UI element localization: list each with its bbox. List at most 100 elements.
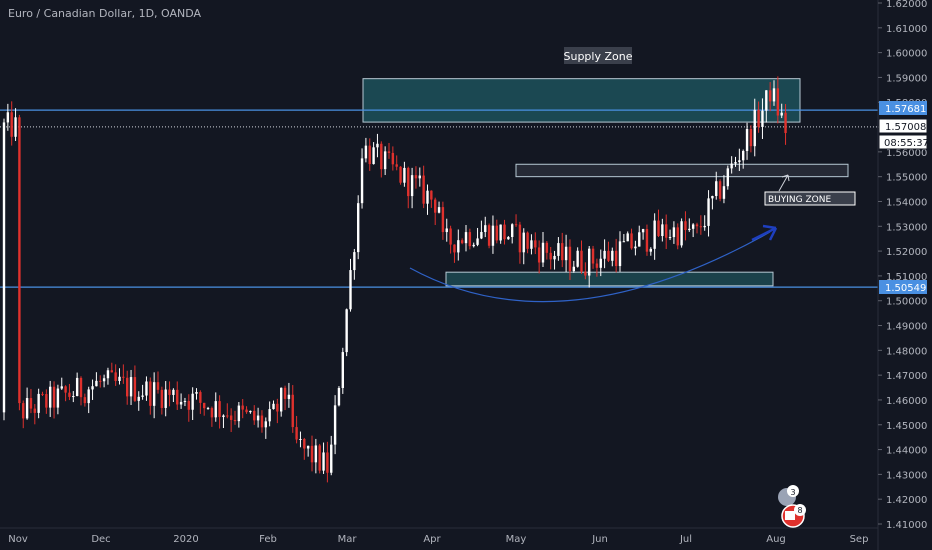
candle-body <box>152 382 156 406</box>
time-tick-label: Jul <box>679 534 692 545</box>
candle-body <box>360 158 364 204</box>
candle-body <box>133 377 137 401</box>
candle-body <box>260 415 264 428</box>
candle-body <box>499 224 502 241</box>
last-price-tag <box>878 118 928 134</box>
candle-body <box>457 240 460 253</box>
candle-body <box>75 377 79 397</box>
candle-body <box>18 117 21 404</box>
candle-body <box>688 228 691 231</box>
candle-body <box>564 246 568 261</box>
candle-body <box>10 112 13 137</box>
candle-body <box>530 240 533 249</box>
ideas-count-bubble <box>787 485 799 497</box>
candle-body <box>703 225 706 228</box>
price-tick-label: 1.45000 <box>886 421 927 432</box>
candle-body <box>468 232 472 247</box>
candle-body <box>684 221 687 231</box>
candle-body <box>561 243 564 261</box>
candle-body <box>611 250 614 261</box>
candle-body <box>106 370 110 379</box>
candle-body <box>25 398 29 419</box>
supply-zone-label-box <box>564 47 632 64</box>
zone-rect <box>515 163 849 178</box>
price-tick-label: 1.53000 <box>886 222 927 233</box>
candle-body <box>372 147 375 165</box>
candle-body <box>753 109 756 147</box>
symbol-title: Euro / Canadian Dollar, 1D, OANDA <box>8 7 202 20</box>
blue-arrow-shaft <box>751 226 777 242</box>
candle-body <box>537 247 541 263</box>
candle-body <box>745 128 749 151</box>
candle-body <box>495 225 498 241</box>
candle-body <box>14 117 17 137</box>
candle-body <box>742 150 745 161</box>
candle-body <box>79 377 83 398</box>
candle-body <box>229 415 233 420</box>
candle-body <box>784 112 787 134</box>
price-tick-label: 1.50000 <box>886 297 927 308</box>
time-tick-label: Aug <box>766 534 786 545</box>
blue-arrow-head <box>762 224 778 241</box>
candle-body <box>280 387 283 412</box>
candle-body <box>460 240 464 244</box>
candle-body <box>734 162 737 164</box>
candle-body <box>287 394 291 399</box>
candle-body <box>553 255 556 260</box>
candle-body <box>87 389 90 404</box>
candle-body <box>126 377 129 397</box>
candle-body <box>522 232 525 253</box>
candle-body <box>341 352 344 388</box>
candle-body <box>557 243 560 256</box>
candle-body <box>526 232 529 249</box>
candle-body <box>299 438 302 440</box>
candle-body <box>657 220 660 237</box>
last-price-text: 1.57008 <box>885 122 926 133</box>
time-axis[interactable]: Nov Dec 2020 Feb Mar Apr May Jun Jul Aug Sep <box>0 527 878 545</box>
candle-body <box>480 231 483 239</box>
candle-body <box>310 445 314 463</box>
candle-body <box>149 381 152 406</box>
price-tick-label: 1.47000 <box>886 371 927 382</box>
candle-body <box>534 240 537 248</box>
candle-body <box>218 401 221 418</box>
ideas-badge[interactable]: 3 <box>778 485 799 506</box>
candle-body <box>668 237 672 239</box>
candle-body <box>437 207 441 213</box>
candle-body <box>399 166 402 183</box>
candle-body <box>56 388 60 408</box>
price-axis[interactable]: 1.620001.610001.600001.590001.580001.570… <box>877 0 927 550</box>
candle-body <box>314 445 318 463</box>
price-tick-label: 1.54000 <box>886 197 927 208</box>
supply-zone-label: Supply Zone <box>564 50 633 63</box>
candle-body <box>272 403 275 410</box>
candle-body <box>249 410 252 413</box>
price-tick-label: 1.55000 <box>886 173 927 184</box>
candle-body <box>645 229 649 252</box>
candle-body <box>187 400 190 410</box>
candle-body <box>195 392 198 394</box>
candle-body <box>268 409 271 422</box>
candle-body <box>395 164 398 167</box>
candle-body <box>29 398 33 409</box>
candle-body <box>118 376 121 381</box>
candle-body <box>368 145 371 165</box>
buying-zone-pointer-head <box>781 174 790 182</box>
candle-body <box>226 415 229 417</box>
candle-body <box>210 408 214 418</box>
time-tick-label: Dec <box>91 534 110 545</box>
comments-badge[interactable]: 8 <box>781 504 806 528</box>
candle-body <box>164 389 167 408</box>
candle-body <box>680 221 683 246</box>
candle-body <box>383 151 387 170</box>
candle-body <box>580 250 583 272</box>
price-tick-label: 1.42000 <box>886 495 927 506</box>
candle-body <box>357 203 360 253</box>
zone-rect <box>445 271 774 287</box>
candle-body <box>245 409 248 413</box>
candle-body <box>588 248 591 276</box>
candle-body <box>52 386 56 408</box>
candle-body <box>191 393 194 410</box>
